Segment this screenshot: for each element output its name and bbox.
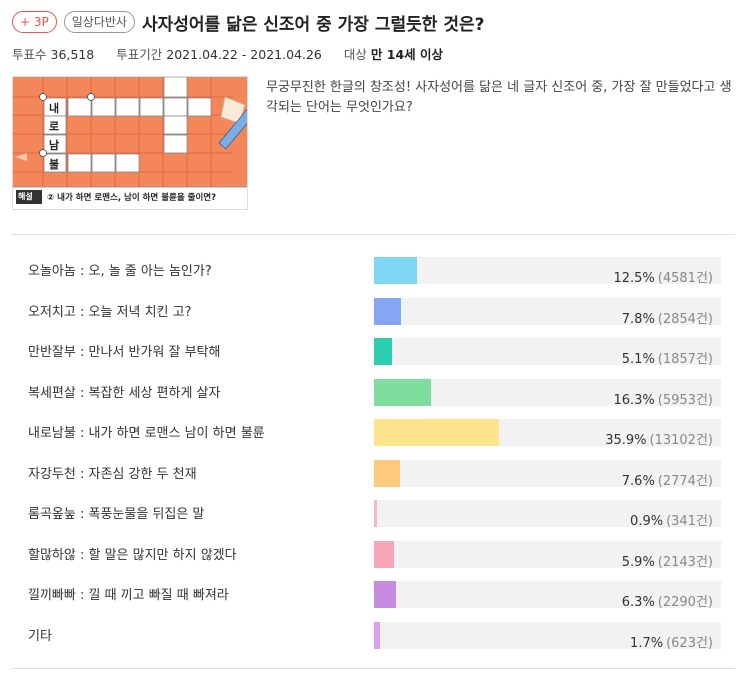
poll-option-bar-track: 35.9% (13102건) [374, 419, 721, 448]
poll-meta: 투표수 36,518 투표기간 2021.04.22 - 2021.04.26 대상 만 … [12, 44, 443, 63]
point-badge: + 3P [12, 11, 57, 33]
poll-option-result: 16.3% (5953건) [381, 389, 721, 408]
poll-option-percent: 7.8% [621, 311, 655, 327]
poll-option-percent: 0.9% [630, 514, 664, 529]
crossword-letter: 불 [49, 158, 60, 171]
divider [12, 234, 735, 235]
poll-option-percent: 1.7% [630, 635, 664, 651]
poll-option-percent: 12.5% [613, 271, 655, 286]
poll-option-result: 35.9% (13102건) [381, 429, 721, 448]
poll-option-bar-track: 1.7% (623건) [374, 621, 721, 651]
poll-option-bar-fill [374, 297, 402, 325]
target-label: 대상 [343, 47, 367, 62]
period-label: 투표기간 [116, 47, 163, 62]
crossword-illustration [13, 77, 247, 209]
poll-option-bar-fill [374, 338, 392, 365]
poll-option-bar-fill [374, 419, 499, 446]
poll-option-count: (2290건) [657, 595, 713, 610]
poll-option-count: (623건) [666, 635, 713, 651]
poll-option-bar-track: 7.6% (2774건) [374, 459, 721, 489]
poll-option-label: 기타 [28, 628, 52, 644]
poll-option-label: 롬곡옾눞 : 폭풍눈물을 뒤집은 말 [28, 507, 205, 522]
poll-option-label: 자강두천 : 자존심 강한 두 천재 [28, 466, 197, 482]
poll-option-count: (5953건) [657, 392, 713, 408]
poll-option-count: (2854건) [657, 311, 713, 327]
period-value: 2021.04.22 - 2021.04.26 [166, 47, 322, 62]
poll-option-bar-fill [374, 378, 431, 406]
poll-option-count: (13102건) [649, 433, 713, 448]
poll-option-result: 7.6% (2774건) [381, 470, 721, 489]
poll-option-bar-fill [374, 621, 380, 649]
poll-option-row[interactable]: 기타 1.7% (623건) [0, 615, 743, 655]
poll-option-row[interactable]: 자강두천 : 자존심 강한 두 천재 7.6% (2774건) [0, 453, 743, 493]
poll-option-row[interactable]: 낄끼빠빠 : 낄 때 끼고 빠질 때 빠져라 6.3% (2290건) [0, 574, 743, 614]
poll-option-count: (341건) [666, 514, 713, 529]
thumbnail-caption: ② 내가 하면 로맨스, 남이 하면 불륜을 줄이면? [47, 193, 217, 203]
poll-option-bar-track: 0.9% (341건) [374, 500, 721, 529]
poll-option-result: 1.7% (623건) [381, 632, 721, 651]
votes-value: 36,518 [50, 47, 95, 62]
poll-option-label: 할많하않 : 할 말은 많지만 하지 않겠다 [28, 547, 237, 563]
poll-option-count: (4581건) [657, 271, 713, 286]
poll-description: 무궁무진한 한글의 창조성! 사자성어를 닮은 네 글자 신조어 중, 가장 잘… [266, 80, 732, 115]
poll-option-count: (2143건) [657, 554, 713, 570]
crossword-letter: 내 [49, 102, 60, 115]
poll-option-result: 7.8% (2854건) [381, 308, 721, 327]
poll-option-result: 5.9% (2143건) [381, 551, 721, 570]
poll-option-row[interactable]: 오저치고 : 오늘 저녁 치킨 고? 7.8% (2854건) [0, 291, 743, 331]
poll-option-bar-fill [374, 500, 378, 527]
poll-option-bar-fill [374, 257, 418, 284]
poll-option-bar-track: 12.5% (4581건) [374, 257, 721, 286]
poll-option-row[interactable]: 롬곡옾눞 : 폭풍눈물을 뒤집은 말 0.9% (341건) [0, 493, 743, 533]
poll-option-row[interactable]: 오놀아놈 : 오, 놀 줄 아는 놈인가? 12.5% (4581건) [0, 250, 743, 290]
poll-option-result: 6.3% (2290건) [381, 591, 721, 610]
poll-option-result: 12.5% (4581건) [381, 267, 721, 286]
poll-option-row[interactable]: 내로남불 : 내가 하면 로맨스 남이 하면 불륜 35.9% (13102건) [0, 412, 743, 452]
crossword-letter: 남 [49, 139, 60, 152]
poll-option-count: (2774건) [657, 473, 713, 489]
poll-title: 사자성어를 닮은 신조어 중 가장 그럴듯한 것은? [141, 14, 485, 35]
poll-option-bar-track: 16.3% (5953건) [374, 378, 721, 408]
poll-option-percent: 35.9% [605, 433, 647, 448]
poll-option-bar-track: 7.8% (2854건) [374, 297, 721, 327]
poll-option-label: 오저치고 : 오늘 저녁 치킨 고? [28, 304, 192, 320]
poll-option-label: 낄끼빠빠 : 낄 때 끼고 빠질 때 빠져라 [28, 588, 229, 603]
poll-option-bar-fill [374, 581, 396, 608]
poll-option-bar-track: 5.1% (1857건) [374, 338, 721, 367]
hint-box-label: 해설 [18, 192, 33, 201]
votes-label: 투표수 [12, 47, 47, 62]
target-value: 만 14세 이상 [370, 47, 444, 62]
poll-option-percent: 5.9% [621, 554, 655, 570]
poll-option-row[interactable]: 만반잘부 : 만나서 반가워 잘 부탁해 5.1% (1857건) [0, 331, 743, 371]
crossword-letter: 로 [49, 120, 60, 133]
poll-option-label: 복세편살 : 복잡한 세상 편하게 살자 [28, 385, 221, 401]
poll-option-bar-fill [374, 459, 401, 487]
poll-option-label: 내로남불 : 내가 하면 로맨스 남이 하면 불륜 [28, 426, 265, 441]
poll-option-result: 5.1% (1857건) [381, 348, 721, 367]
poll-option-row[interactable]: 복세편살 : 복잡한 세상 편하게 살자 16.3% (5953건) [0, 372, 743, 412]
poll-option-percent: 6.3% [621, 595, 655, 610]
poll-option-bar-track: 5.9% (2143건) [374, 540, 721, 570]
category-badge[interactable]: 일상다반사 [63, 11, 135, 33]
poll-header: + 3P 일상다반사 사자성어를 닮은 신조어 중 가장 그럴듯한 것은? [12, 9, 731, 35]
poll-option-percent: 16.3% [613, 392, 655, 408]
divider [12, 668, 735, 669]
poll-option-bar-fill [374, 540, 395, 568]
poll-option-count: (1857건) [657, 352, 713, 367]
poll-option-result: 0.9% (341건) [381, 510, 721, 529]
poll-option-label: 오놀아놈 : 오, 놀 줄 아는 놈인가? [28, 264, 212, 279]
poll-option-percent: 5.1% [621, 352, 655, 367]
poll-option-label: 만반잘부 : 만나서 반가워 잘 부탁해 [28, 345, 221, 360]
poll-option-row[interactable]: 할많하않 : 할 말은 많지만 하지 않겠다 5.9% (2143건) [0, 534, 743, 574]
poll-thumbnail: 내 로 남 불 해설 ② 내가 하면 로맨스, 남이 하면 불륜을 줄이면? [12, 76, 248, 210]
poll-option-percent: 7.6% [621, 473, 655, 489]
poll-option-bar-track: 6.3% (2290건) [374, 581, 721, 610]
